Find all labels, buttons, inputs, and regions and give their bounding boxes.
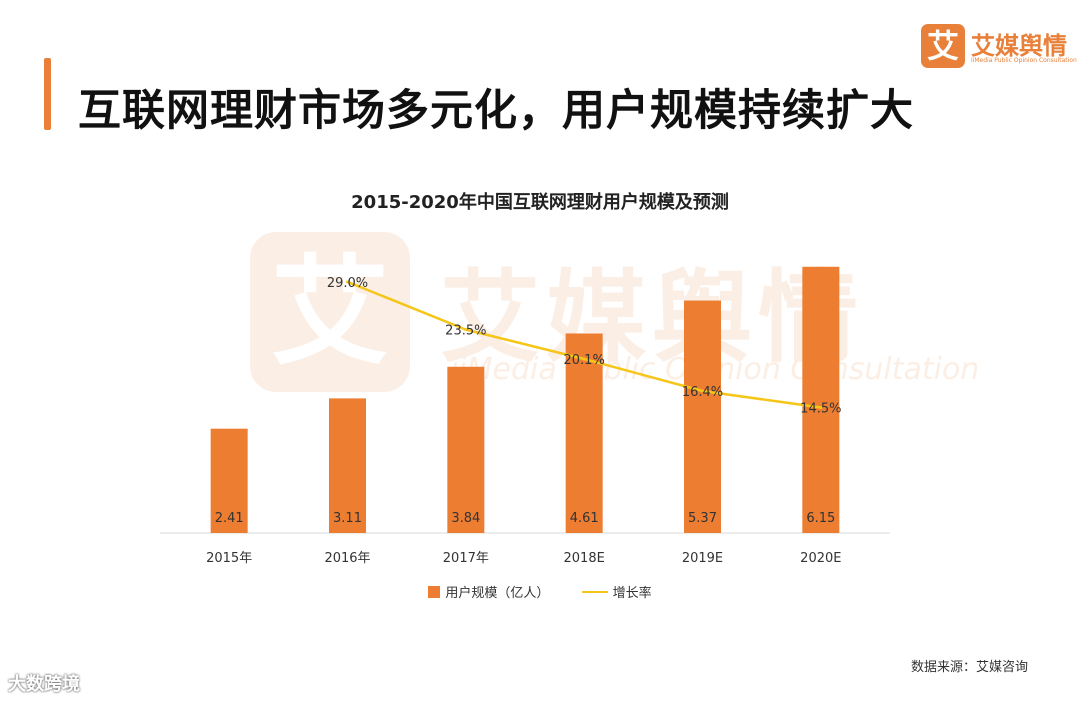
growth-rate-label: 29.0% (327, 276, 368, 291)
brand-name: 艾媒舆情 (971, 32, 1067, 60)
growth-rate-point (346, 280, 349, 284)
bar-value-label: 5.37 (688, 511, 717, 526)
x-tick-label: 2015年 (206, 551, 252, 566)
legend-line-label: 增长率 (612, 586, 652, 601)
growth-rate-label: 20.1% (564, 353, 605, 368)
bar (210, 428, 248, 533)
growth-rate-label: 23.5% (445, 324, 486, 339)
brand-logo-icon: 艾 (921, 24, 965, 68)
growth-rate-point (582, 357, 586, 361)
growth-rate-point (701, 389, 704, 393)
brand-subtitle: iiMedia Public Opinion Consultation (971, 57, 1077, 64)
legend-item-bar: 用户规模（亿人） (428, 582, 549, 601)
bar-value-label: 4.61 (570, 511, 599, 526)
bar (802, 266, 840, 533)
legend-bar-swatch-icon (428, 586, 441, 598)
bar (565, 333, 603, 533)
x-tick-label: 2020E (800, 551, 841, 566)
chart-title: 2015-2020年中国互联网理财用户规模及预测 (351, 192, 729, 213)
bar (447, 366, 485, 533)
bar-value-label: 3.84 (451, 511, 480, 526)
bar (329, 398, 366, 533)
legend-line-swatch-icon (581, 591, 608, 593)
growth-rate-point (464, 328, 468, 332)
bar-value-label: 2.41 (215, 511, 244, 526)
x-tick-label: 2017年 (443, 551, 489, 566)
x-tick-label: 2019E (682, 551, 723, 566)
chart-legend: 用户规模（亿人） 增长率 (0, 582, 1080, 601)
legend-item-line: 增长率 (581, 582, 652, 601)
legend-bar-label: 用户规模（亿人） (445, 586, 550, 601)
x-tick-label: 2016年 (324, 551, 370, 566)
bar (684, 300, 721, 533)
growth-rate-label: 16.4% (682, 385, 723, 400)
bar-value-label: 6.15 (806, 511, 835, 526)
growth-rate-label: 14.5% (800, 401, 841, 416)
bar-value-label: 3.11 (333, 511, 362, 526)
corner-watermark: 大数跨境 (8, 674, 80, 695)
data-source: 数据来源：艾媒咨询 (910, 660, 1028, 675)
title-accent-bar (44, 58, 51, 130)
x-tick-label: 2018E (564, 551, 605, 566)
growth-rate-point (819, 405, 823, 409)
page-title: 互联网理财市场多元化，用户规模持续扩大 (78, 86, 914, 136)
